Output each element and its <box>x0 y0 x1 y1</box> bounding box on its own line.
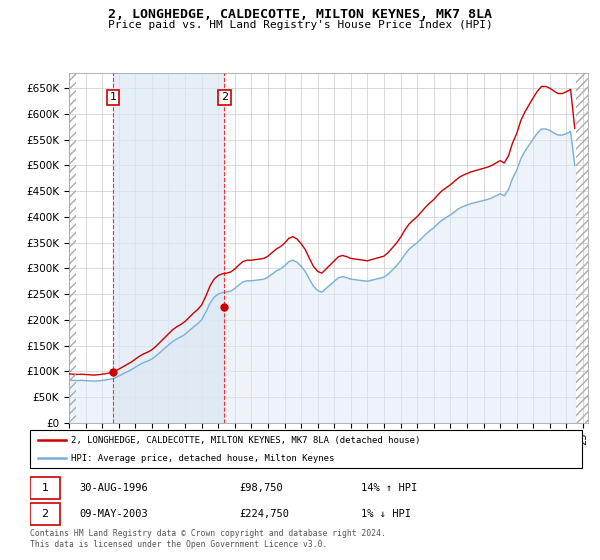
Text: £224,750: £224,750 <box>240 509 290 519</box>
Text: 09-MAY-2003: 09-MAY-2003 <box>80 509 148 519</box>
Text: 1: 1 <box>110 92 116 102</box>
Text: 2: 2 <box>221 92 228 102</box>
Bar <box>30 503 61 525</box>
Text: 2, LONGHEDGE, CALDECOTTE, MILTON KEYNES, MK7 8LA: 2, LONGHEDGE, CALDECOTTE, MILTON KEYNES,… <box>108 8 492 21</box>
Bar <box>30 477 61 498</box>
Text: 2, LONGHEDGE, CALDECOTTE, MILTON KEYNES, MK7 8LA (detached house): 2, LONGHEDGE, CALDECOTTE, MILTON KEYNES,… <box>71 436 421 445</box>
Text: 2: 2 <box>41 509 49 519</box>
Text: Price paid vs. HM Land Registry's House Price Index (HPI): Price paid vs. HM Land Registry's House … <box>107 20 493 30</box>
Text: 14% ↑ HPI: 14% ↑ HPI <box>361 483 418 493</box>
Bar <box>69 73 76 423</box>
Bar <box>577 73 593 423</box>
Text: HPI: Average price, detached house, Milton Keynes: HPI: Average price, detached house, Milt… <box>71 454 335 463</box>
Text: £98,750: £98,750 <box>240 483 284 493</box>
Text: 1% ↓ HPI: 1% ↓ HPI <box>361 509 411 519</box>
Text: Contains HM Land Registry data © Crown copyright and database right 2024.
This d: Contains HM Land Registry data © Crown c… <box>30 529 386 549</box>
Text: 1: 1 <box>41 483 49 493</box>
Text: 30-AUG-1996: 30-AUG-1996 <box>80 483 148 493</box>
